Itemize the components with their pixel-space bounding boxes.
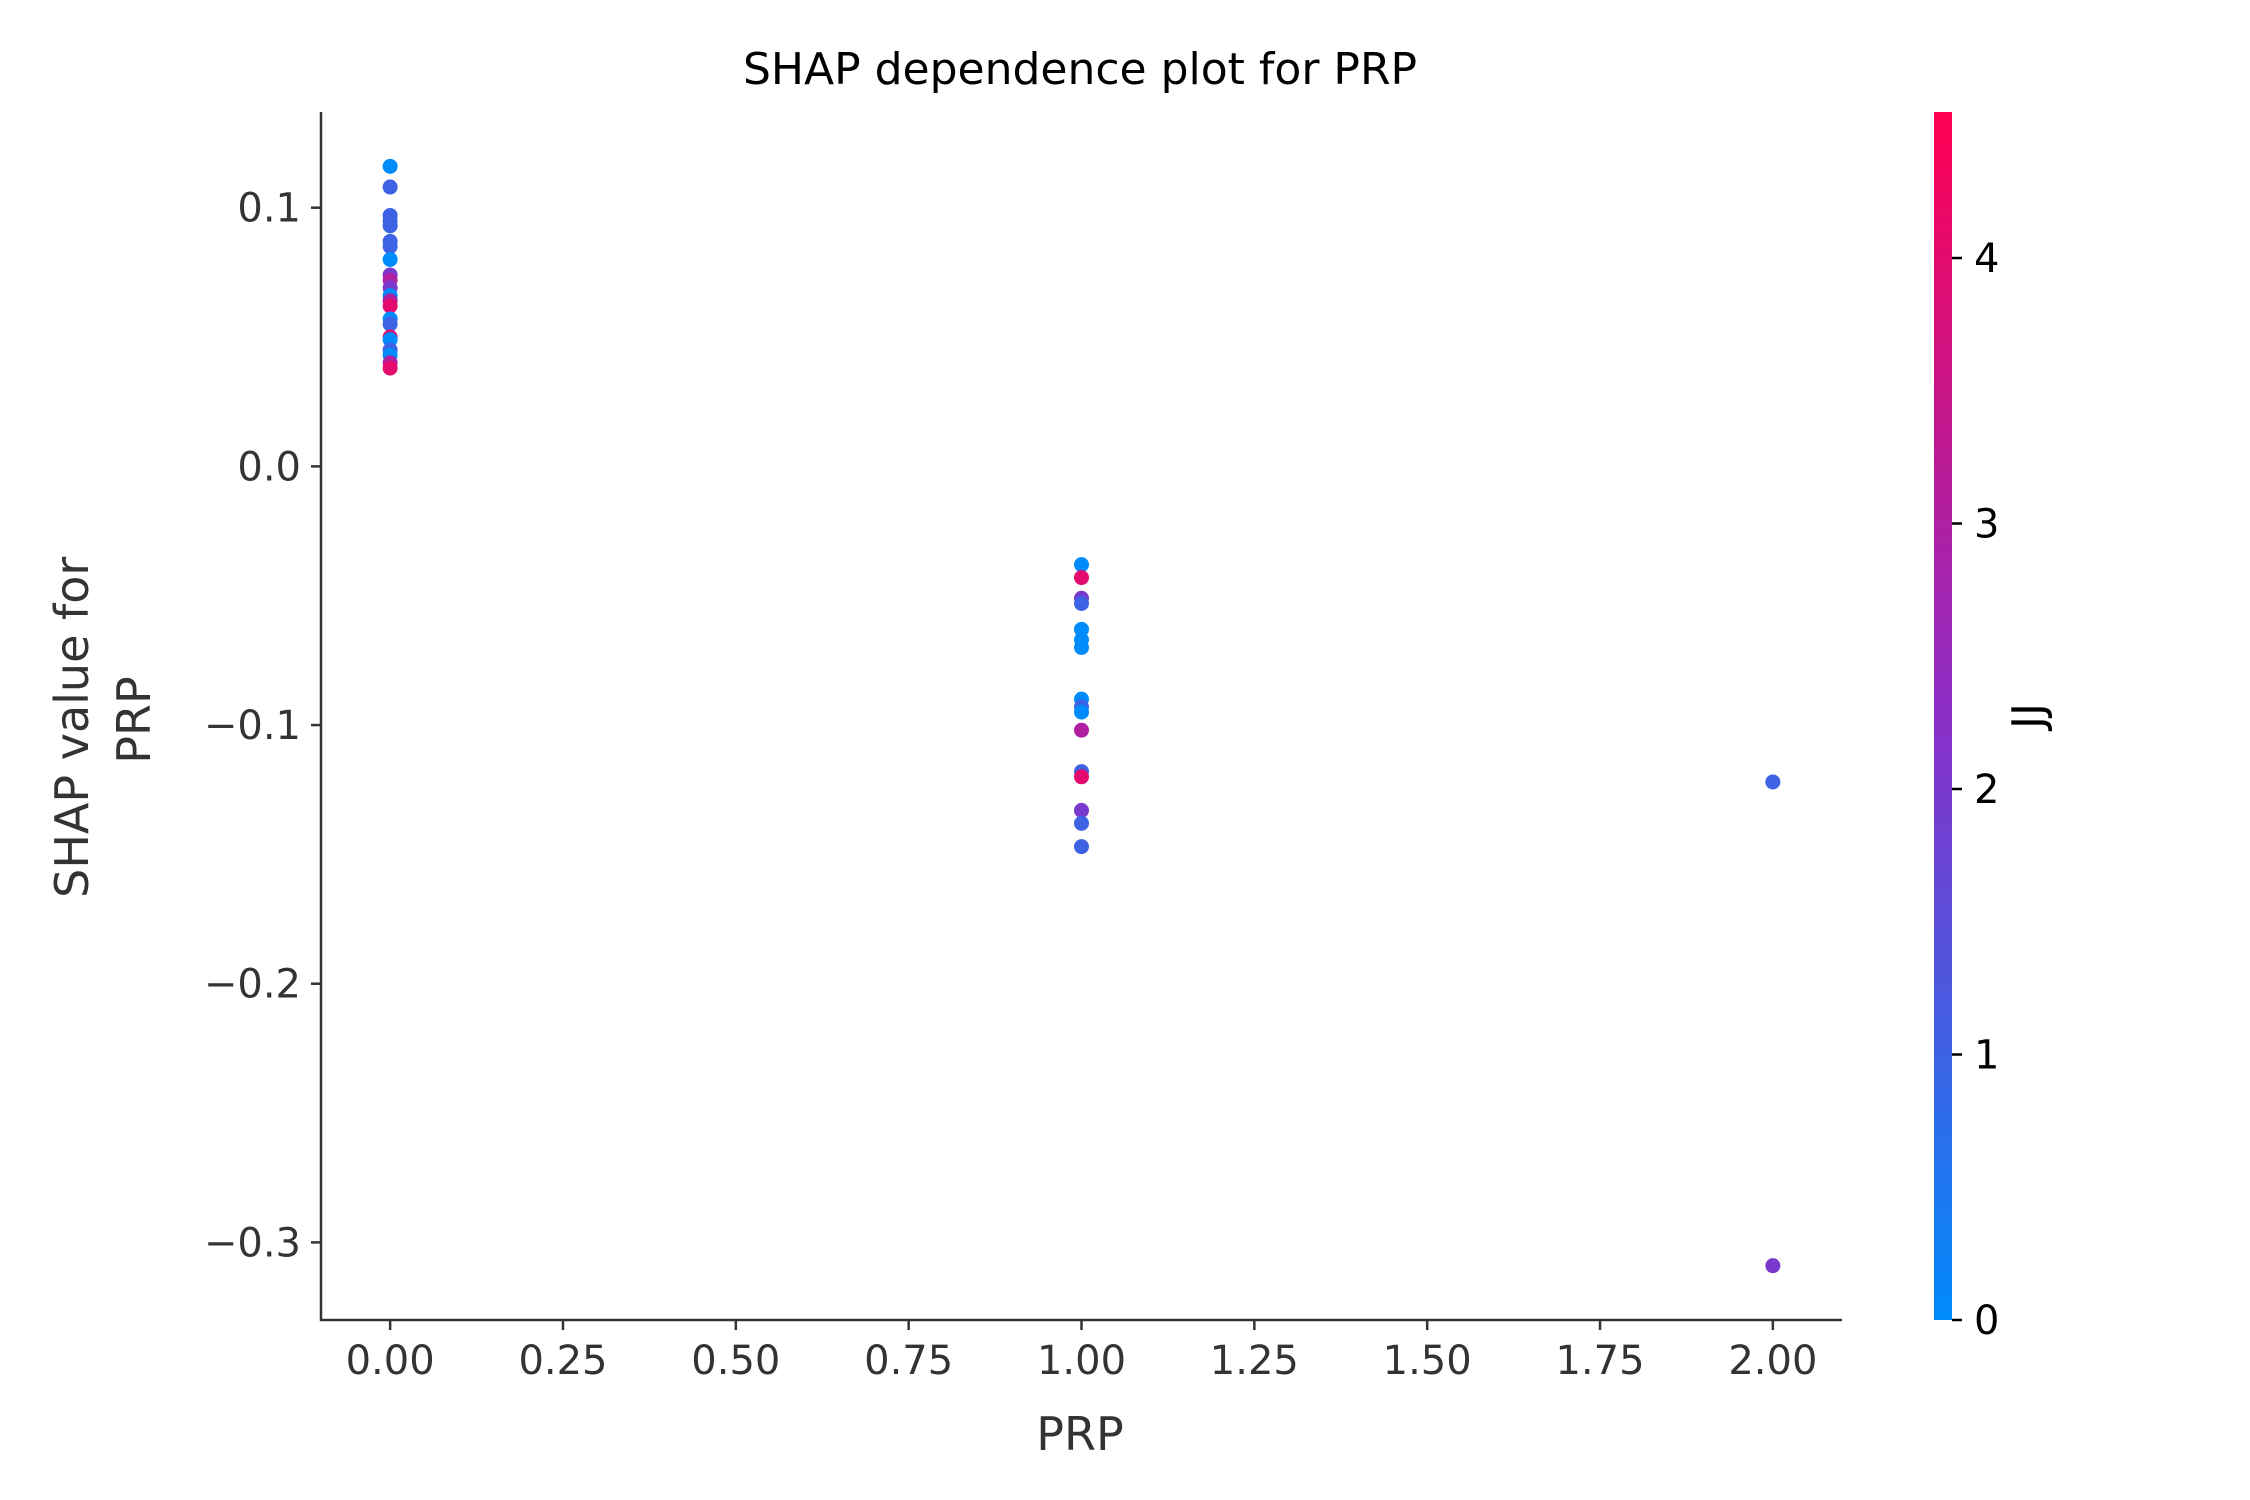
scatter-point xyxy=(1074,639,1089,655)
scatter-point xyxy=(1765,1258,1781,1274)
y-tick-label: −0.3 xyxy=(204,1220,301,1266)
x-tick-label: 0.25 xyxy=(518,1338,607,1384)
colorbar-ticks: 0 1 2 3 4 xyxy=(1952,236,1999,1344)
x-tick-label: 0.50 xyxy=(691,1338,780,1384)
x-tick-label: 1.50 xyxy=(1383,1338,1472,1384)
scatter-point xyxy=(382,179,398,195)
colorbar-tick-label: 0 xyxy=(1974,1298,1999,1344)
colorbar-tick-label: 1 xyxy=(1974,1033,1999,1079)
x-tick-label: 1.25 xyxy=(1210,1338,1299,1384)
colorbar-tick-label: 3 xyxy=(1974,502,1999,548)
scatter-point xyxy=(382,298,398,314)
y-tick-label: −0.1 xyxy=(204,703,301,749)
scatter-point xyxy=(382,218,398,234)
colorbar xyxy=(1934,112,1952,1320)
x-tick-label: 0.75 xyxy=(864,1338,953,1384)
y-tick-label: 0.1 xyxy=(237,186,301,232)
x-tick-label: 1.75 xyxy=(1555,1338,1644,1384)
scatter-point xyxy=(382,316,398,332)
chart-title: SHAP dependence plot for PRP xyxy=(743,44,1417,95)
scatter-point xyxy=(1074,704,1089,720)
x-axis-title: PRP xyxy=(1036,1407,1123,1461)
colorbar-tick-label: 4 xyxy=(1974,236,1999,282)
scatter-point xyxy=(382,251,398,267)
scatter-points xyxy=(382,158,1781,1274)
scatter-point xyxy=(382,239,398,255)
colorbar-tick-label: 2 xyxy=(1974,767,1999,813)
scatter-point xyxy=(1074,621,1089,637)
y-axis-title: SHAP value for PRP xyxy=(45,542,161,898)
scatter-point xyxy=(1074,839,1089,855)
x-tick-label: 1.00 xyxy=(1037,1338,1126,1384)
scatter-point xyxy=(1074,557,1089,573)
scatter-point xyxy=(1074,722,1089,738)
scatter-point xyxy=(1765,774,1781,790)
scatter-point xyxy=(382,360,398,376)
y-axis-title-line-1: SHAP value for xyxy=(45,557,99,898)
y-tick-label: 0.0 xyxy=(237,444,301,490)
x-tick-label: 0.00 xyxy=(346,1338,435,1384)
colorbar-title: JJ xyxy=(2003,703,2054,732)
y-tick-label: −0.2 xyxy=(204,962,301,1008)
y-axis-ticks: 0.1 0.0 −0.1 −0.2 −0.3 xyxy=(204,186,321,1266)
scatter-point xyxy=(1074,570,1089,586)
x-axis-ticks: 0.00 0.25 0.50 0.75 1.00 1.25 1.50 1.75 2.00 xyxy=(346,1320,1817,1384)
x-tick-label: 2.00 xyxy=(1728,1338,1817,1384)
scatter-point xyxy=(1074,802,1089,818)
scatter-point xyxy=(382,332,398,348)
y-axis-title-line-2: PRP xyxy=(107,676,161,763)
scatter-point xyxy=(1074,769,1089,785)
scatter-point xyxy=(1074,595,1089,611)
scatter-point xyxy=(382,158,398,174)
scatter-point xyxy=(1074,815,1089,831)
